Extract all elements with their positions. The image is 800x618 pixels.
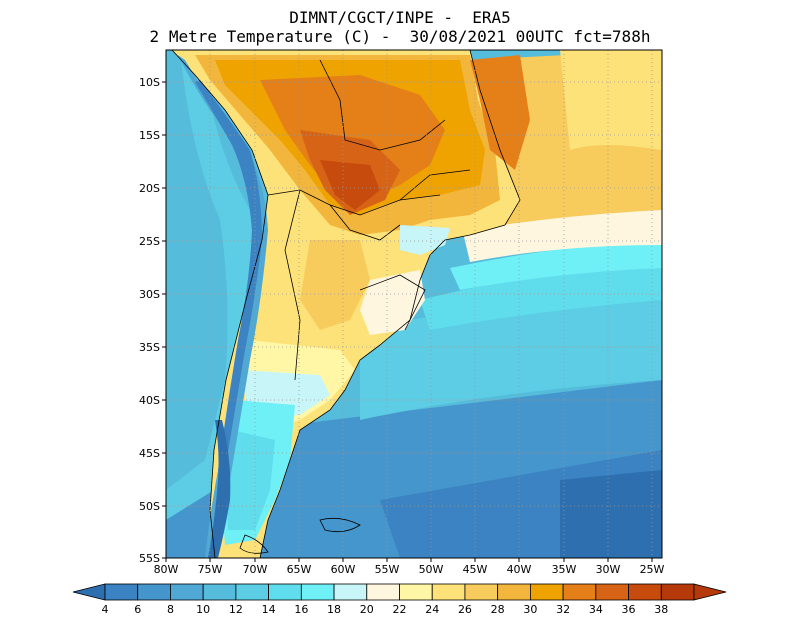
lon-label: 80W <box>154 563 179 576</box>
lat-label: 10S <box>139 76 160 89</box>
lat-label: 25S <box>139 235 160 248</box>
colorbar-label: 22 <box>393 603 407 616</box>
temperature-field <box>166 50 662 558</box>
longitude-labels: 80W 75W 70W 65W 60W 55W 50W 45W 40W 35W 30W 25W <box>154 558 665 576</box>
colorbar-swatch <box>431 583 466 601</box>
lat-label: 45S <box>139 447 160 460</box>
colorbar-swatch <box>562 583 597 601</box>
colorbar-swatch <box>628 583 662 601</box>
colorbar-swatch <box>104 583 139 601</box>
map-title: DIMNT/CGCT/INPE - ERA5 <box>289 8 511 27</box>
colorbar-swatch <box>660 583 695 601</box>
lat-label: 50S <box>139 500 160 513</box>
colorbar-swatch <box>268 583 302 601</box>
colorbar-label: 26 <box>458 603 472 616</box>
lat-label: 55S <box>139 552 160 565</box>
lon-label: 75W <box>198 563 223 576</box>
colorbar-swatch <box>235 583 270 601</box>
colorbar-swatch <box>595 583 629 601</box>
colorbar-swatch <box>300 583 335 601</box>
colorbar-arrow-low <box>72 583 106 601</box>
colorbar-label: 8 <box>167 603 174 616</box>
latitude-labels: 10S 15S 20S 25S 30S 35S 40S 45S 50S 55S <box>139 76 166 565</box>
colorbar-label: 10 <box>196 603 210 616</box>
colorbar-label: 12 <box>229 603 243 616</box>
lon-label: 60W <box>331 563 356 576</box>
coastline-borders <box>171 50 521 558</box>
colorbar-swatch <box>399 583 433 601</box>
lon-label: 35W <box>552 563 577 576</box>
colorbar-swatch <box>464 583 499 601</box>
lat-label: 40S <box>139 394 160 407</box>
lat-label: 35S <box>139 341 160 354</box>
lon-label: 25W <box>640 563 665 576</box>
colorbar-label: 34 <box>589 603 603 616</box>
colorbar-label: 14 <box>262 603 276 616</box>
colorbar-label: 32 <box>556 603 570 616</box>
colorbar-label: 30 <box>523 603 537 616</box>
colorbar-label: 4 <box>102 603 109 616</box>
lon-label: 50W <box>419 563 444 576</box>
colorbar-swatch <box>170 583 204 601</box>
colorbar-swatch <box>366 583 400 601</box>
colorbar-label: 18 <box>327 603 341 616</box>
map-subtitle: 2 Metre Temperature (C) - 30/08/2021 00U… <box>149 27 651 46</box>
colorbar-label: 36 <box>622 603 636 616</box>
colorbar-label: 16 <box>294 603 308 616</box>
colorbar-label: 28 <box>491 603 505 616</box>
grid-lines <box>166 50 662 558</box>
colorbar-label: 6 <box>134 603 141 616</box>
colorbar-label: 38 <box>654 603 668 616</box>
lat-label: 20S <box>139 182 160 195</box>
colorbar-arrow-high <box>693 583 727 601</box>
lon-label: 30W <box>596 563 621 576</box>
lon-label: 55W <box>375 563 400 576</box>
colorbar-swatch <box>202 583 237 601</box>
lon-label: 40W <box>507 563 532 576</box>
colorbar-label: 20 <box>360 603 374 616</box>
colorbar-swatch <box>497 583 531 601</box>
lon-label: 70W <box>243 563 268 576</box>
lon-label: 65W <box>287 563 312 576</box>
colorbar-swatch <box>529 583 564 601</box>
lat-label: 30S <box>139 288 160 301</box>
lat-label: 15S <box>139 129 160 142</box>
map-frame <box>165 49 663 559</box>
colorbar-label: 24 <box>425 603 439 616</box>
colorbar: 4 6 8 10 12 14 16 18 20 22 24 26 28 30 32 34 36 38 <box>72 583 727 616</box>
colorbar-swatch <box>137 583 171 601</box>
colorbar-swatch <box>333 583 368 601</box>
lon-label: 45W <box>463 563 488 576</box>
